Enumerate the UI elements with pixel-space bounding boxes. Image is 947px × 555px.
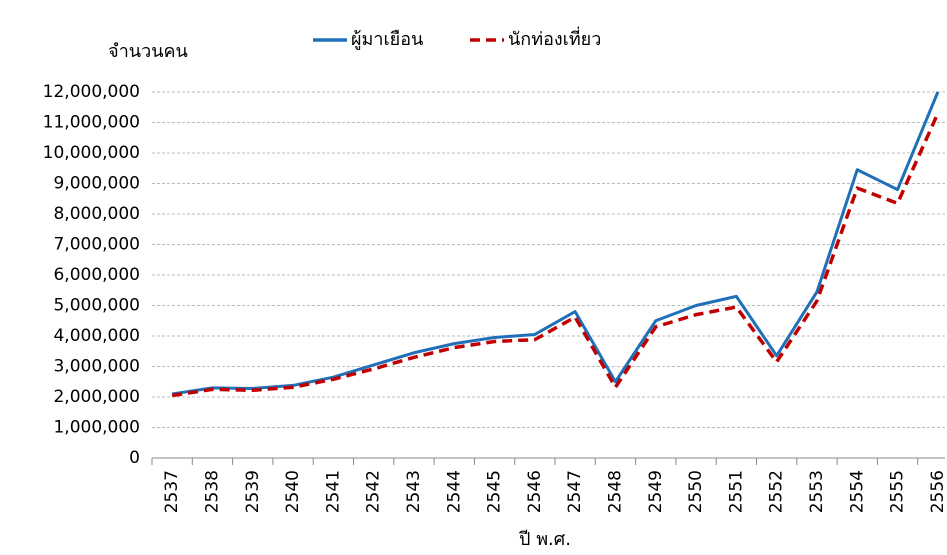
y-axis-label: จำนวนคน	[108, 41, 188, 62]
y-tick-label: 8,000,000	[53, 204, 140, 224]
y-tick-label: 4,000,000	[53, 326, 140, 346]
y-tick-label: 6,000,000	[53, 265, 140, 285]
x-tick-label: 2551	[726, 470, 746, 513]
legend-label: นักท่องเที่ยว	[508, 26, 601, 50]
x-tick-label: 2544	[444, 470, 464, 513]
y-tick-label: 1,000,000	[53, 418, 140, 438]
x-tick-label: 2552	[767, 470, 787, 513]
x-tick-label: 2537	[162, 470, 182, 513]
x-tick-label: 2542	[364, 470, 384, 513]
x-tick-label: 2543	[404, 470, 424, 513]
y-tick-label: 2,000,000	[53, 387, 140, 407]
legend-label: ผู้มาเยือน	[351, 29, 423, 50]
x-tick-label: 2550	[686, 470, 706, 513]
x-tick-label: 2554	[847, 470, 867, 513]
x-tick-label: 2555	[888, 470, 908, 513]
y-tick-label: 5,000,000	[53, 296, 140, 316]
y-tick-label: 3,000,000	[53, 357, 140, 377]
x-tick-label: 2545	[485, 470, 505, 513]
x-tick-label: 2538	[202, 470, 222, 513]
x-tick-label: 2556	[928, 470, 947, 513]
x-tick-label: 2549	[646, 470, 666, 513]
x-tick-label: 2546	[525, 470, 545, 513]
series-line	[171, 112, 940, 398]
x-tick-label: 2553	[807, 470, 827, 513]
y-tick-label: 10,000,000	[43, 143, 140, 163]
y-tick-label: 7,000,000	[53, 235, 140, 255]
x-tick-label: 2548	[605, 470, 625, 513]
x-tick-label: 2539	[243, 470, 263, 513]
x-tick-label: 2547	[565, 470, 585, 513]
series-line	[171, 91, 940, 396]
y-tick-label: 12,000,000	[43, 82, 140, 102]
y-tick-label: 9,000,000	[53, 174, 140, 194]
x-axis-label: ปี พ.ศ.	[519, 529, 571, 550]
y-tick-label: 0	[129, 448, 140, 468]
y-tick-label: 11,000,000	[43, 113, 140, 133]
x-tick-label: 2541	[323, 470, 343, 513]
x-tick-label: 2540	[283, 470, 303, 513]
